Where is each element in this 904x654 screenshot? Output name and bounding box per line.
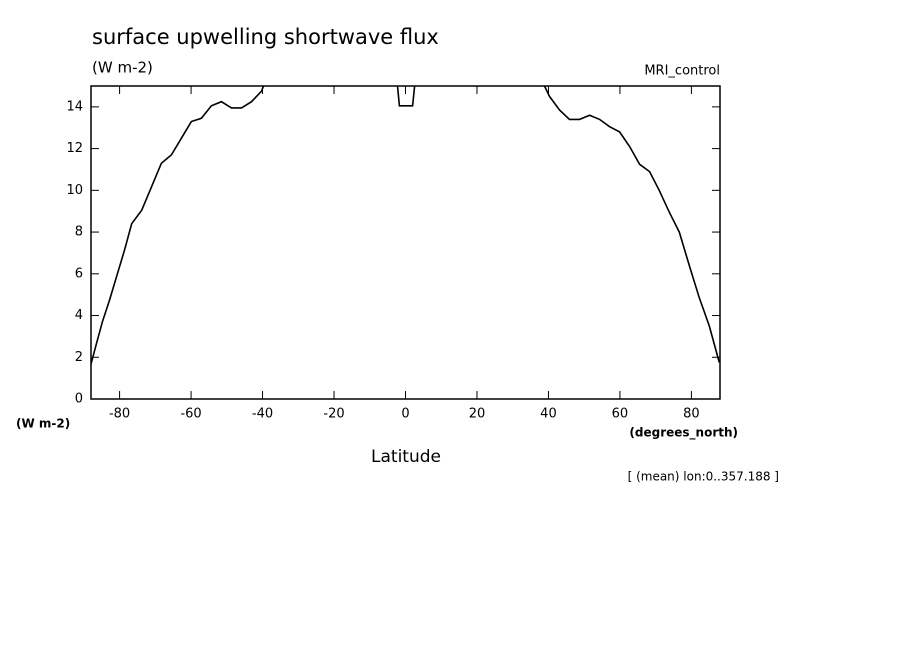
x-axis-title: Latitude bbox=[371, 447, 441, 467]
x-tick-label: 80 bbox=[683, 407, 700, 422]
x-tick-label: 20 bbox=[469, 407, 486, 422]
x-tick-label: -60 bbox=[180, 407, 201, 422]
x-tick-label: -20 bbox=[323, 407, 344, 422]
y-tick-label: 14 bbox=[66, 99, 83, 114]
y-tick-label: 12 bbox=[66, 141, 83, 156]
y-tick-label: 10 bbox=[66, 183, 83, 198]
x-tick-label: 0 bbox=[401, 407, 409, 422]
x-axis-units: (degrees_north) bbox=[629, 426, 738, 441]
x-tick-label: 40 bbox=[540, 407, 557, 422]
x-tick-label: -40 bbox=[252, 407, 273, 422]
plot-area bbox=[91, 86, 720, 366]
run-label: MRI_control bbox=[644, 64, 720, 79]
y-tick-label: 0 bbox=[75, 392, 83, 407]
data-line bbox=[91, 86, 720, 366]
note: [ (mean) lon:0..357.188 ] bbox=[628, 470, 779, 484]
y-tick-label: 2 bbox=[75, 350, 83, 365]
units-label: (W m-2) bbox=[92, 59, 153, 77]
x-tick-label: 60 bbox=[612, 407, 629, 422]
y-tick-label: 4 bbox=[75, 308, 83, 323]
y-tick-label: 8 bbox=[75, 225, 83, 240]
y-axis-units: (W m-2) bbox=[16, 417, 70, 431]
x-tick-label: -80 bbox=[109, 407, 130, 422]
y-tick-label: 6 bbox=[75, 266, 83, 281]
chart-title: surface upwelling shortwave flux bbox=[92, 25, 439, 49]
